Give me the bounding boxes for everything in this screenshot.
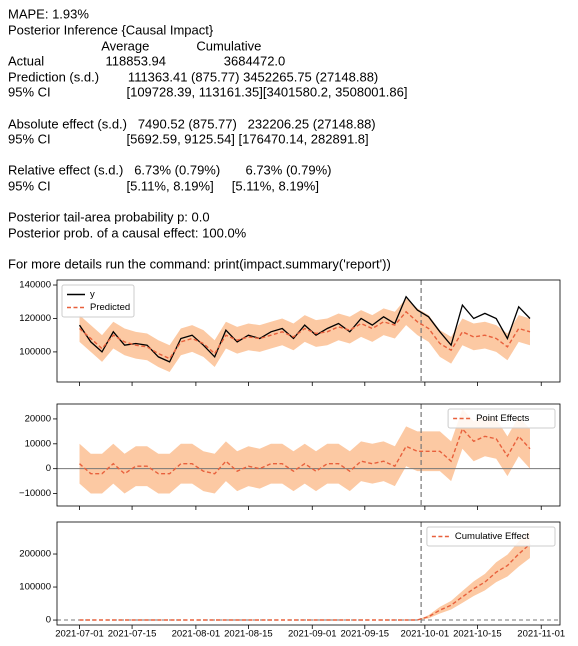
x-tick-label: 2021-08-15 — [224, 629, 273, 640]
plot-frame — [56, 403, 561, 507]
legend-box — [447, 408, 556, 429]
confidence-band — [79, 298, 530, 372]
x-tick-label: 2021-09-15 — [341, 629, 390, 640]
report-line: Posterior Inference {Causal Impact} — [8, 22, 214, 37]
report-line: Posterior prob. of a causal effect: 100.… — [8, 225, 247, 240]
legend-label: Point Effects — [476, 413, 529, 424]
report-line: 95% CI [5.11%, 8.19%] [5.11%, 8.19%] — [8, 178, 319, 193]
y-tick-label: 120000 — [19, 313, 51, 324]
x-tick-label: 2021-07-01 — [55, 629, 104, 640]
x-tick-label: 2021-10-01 — [401, 629, 450, 640]
report-line: 95% CI [5692.59, 9125.54] [176470.14, 28… — [8, 131, 369, 146]
legend-box — [61, 284, 135, 318]
y-tick-label: 20000 — [25, 413, 51, 424]
legend-label: Predicted — [90, 302, 130, 313]
plot-frame — [56, 521, 561, 626]
report-line: Absolute effect (s.d.) 7490.52 (875.77) … — [8, 116, 376, 131]
report-line: Actual 118853.94 3684472.0 — [8, 53, 285, 68]
y-tick-label: 10000 — [25, 438, 51, 449]
y-tick-label: 140000 — [19, 280, 51, 291]
x-tick-label: 2021-07-15 — [108, 629, 157, 640]
x-tick-label: 2021-09-01 — [288, 629, 337, 640]
series-line — [79, 310, 531, 360]
y-tick-label: 0 — [46, 463, 51, 474]
x-tick-label: 2021-11-01 — [517, 629, 565, 640]
x-tick-label: 2021-08-01 — [172, 629, 221, 640]
series-line — [79, 427, 531, 475]
legend-label: Cumulative Effect — [455, 531, 530, 542]
report-line: Average Cumulative — [8, 38, 261, 53]
y-tick-label: 0 — [46, 615, 51, 626]
report-line: Prediction (s.d.) 111363.41 (875.77) 345… — [8, 69, 378, 84]
series-line — [79, 543, 531, 621]
y-tick-label: 100000 — [19, 346, 51, 357]
report-line: MAPE: 1.93% — [8, 6, 89, 21]
legend-label: y — [90, 289, 95, 300]
legend-box — [426, 526, 556, 547]
y-tick-label: 200000 — [19, 549, 51, 560]
confidence-band — [417, 530, 530, 621]
plot-frame — [56, 279, 561, 383]
report-line: 95% CI [109728.39, 113161.35][3401580.2,… — [8, 84, 407, 99]
y-tick-label: 100000 — [19, 582, 51, 593]
report-line: Posterior tail-area probability p: 0.0 — [8, 209, 210, 224]
y-tick-label: −10000 — [19, 488, 51, 499]
report-line: For more details run the command: print(… — [8, 256, 391, 271]
report-line: Relative effect (s.d.) 6.73% (0.79%) 6.7… — [8, 162, 331, 177]
x-tick-label: 2021-10-15 — [453, 629, 502, 640]
confidence-band — [79, 408, 530, 494]
series-line — [78, 295, 531, 363]
